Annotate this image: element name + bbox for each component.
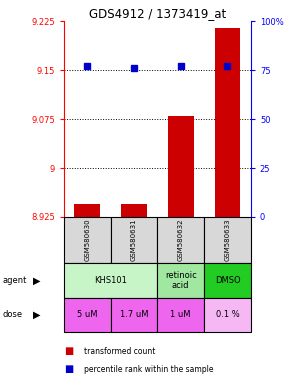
Title: GDS4912 / 1373419_at: GDS4912 / 1373419_at	[89, 7, 226, 20]
Text: 1 uM: 1 uM	[171, 310, 191, 319]
Text: GSM580630: GSM580630	[84, 218, 90, 262]
Text: ▶: ▶	[33, 275, 41, 285]
Bar	[74, 204, 100, 217]
Text: 1.7 uM: 1.7 uM	[120, 310, 148, 319]
Text: ▶: ▶	[33, 310, 41, 320]
Text: KHS101: KHS101	[94, 276, 127, 285]
Text: percentile rank within the sample: percentile rank within the sample	[84, 365, 214, 374]
Text: DMSO: DMSO	[215, 276, 240, 285]
Bar	[168, 116, 193, 217]
Bar	[110, 217, 157, 263]
Bar	[204, 217, 251, 263]
Bar	[204, 263, 251, 298]
Text: ■: ■	[64, 346, 73, 356]
Text: 5 uM: 5 uM	[77, 310, 97, 319]
Text: GSM580631: GSM580631	[131, 218, 137, 262]
Bar	[110, 298, 157, 332]
Bar	[64, 263, 157, 298]
Bar	[64, 298, 110, 332]
Bar	[121, 204, 147, 217]
Text: ■: ■	[64, 364, 73, 374]
Text: agent: agent	[3, 276, 27, 285]
Bar	[157, 263, 204, 298]
Text: retinoic
acid: retinoic acid	[165, 271, 197, 290]
Bar	[204, 298, 251, 332]
Text: dose: dose	[3, 310, 23, 319]
Text: GSM580633: GSM580633	[224, 218, 231, 262]
Bar	[157, 217, 204, 263]
Bar	[215, 28, 240, 217]
Bar	[157, 298, 204, 332]
Text: 0.1 %: 0.1 %	[215, 310, 239, 319]
Text: GSM580632: GSM580632	[178, 219, 184, 261]
Bar	[64, 217, 110, 263]
Text: transformed count: transformed count	[84, 347, 155, 356]
